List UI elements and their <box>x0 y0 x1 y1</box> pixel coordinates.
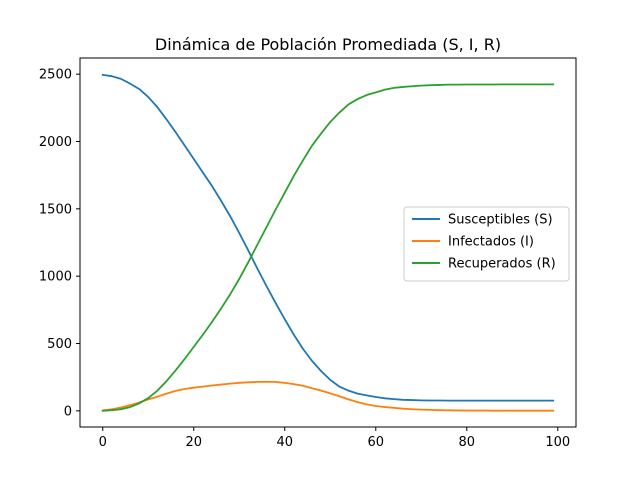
y-tick-label: 1500 <box>39 202 72 217</box>
y-tick-label: 500 <box>47 337 72 352</box>
series-line-1 <box>101 380 555 412</box>
plot-frame <box>79 57 577 428</box>
x-tick-label: 40 <box>276 435 293 450</box>
y-tick-label: 0 <box>64 404 72 419</box>
y-tick-label: 2000 <box>39 135 72 150</box>
legend-box <box>403 206 570 282</box>
legend-label-2: Recuperados (R) <box>448 257 556 272</box>
legend-label-1: Infectados (I) <box>448 235 534 250</box>
x-tick-label: 60 <box>368 435 385 450</box>
series-line-2 <box>101 83 555 412</box>
y-tick-label: 1000 <box>39 270 72 285</box>
x-axis-ticks: 0 20 40 60 80 100 <box>99 427 570 450</box>
series-lines <box>101 73 555 412</box>
y-axis-ticks: 0 500 1000 1500 2000 2500 <box>39 68 80 419</box>
x-tick-label: 20 <box>185 435 202 450</box>
x-tick-label: 80 <box>459 435 476 450</box>
x-tick-label: 100 <box>545 435 570 450</box>
legend-label-0: Susceptibles (S) <box>448 213 553 228</box>
x-tick-label: 0 <box>99 435 107 450</box>
legend: Susceptibles (S) Infectados (I) Recuperado… <box>403 206 570 282</box>
series-line-0 <box>101 73 555 402</box>
chart-title: Dinámica de Población Promediada (S, I, … <box>155 35 501 54</box>
y-tick-label: 2500 <box>39 68 72 83</box>
